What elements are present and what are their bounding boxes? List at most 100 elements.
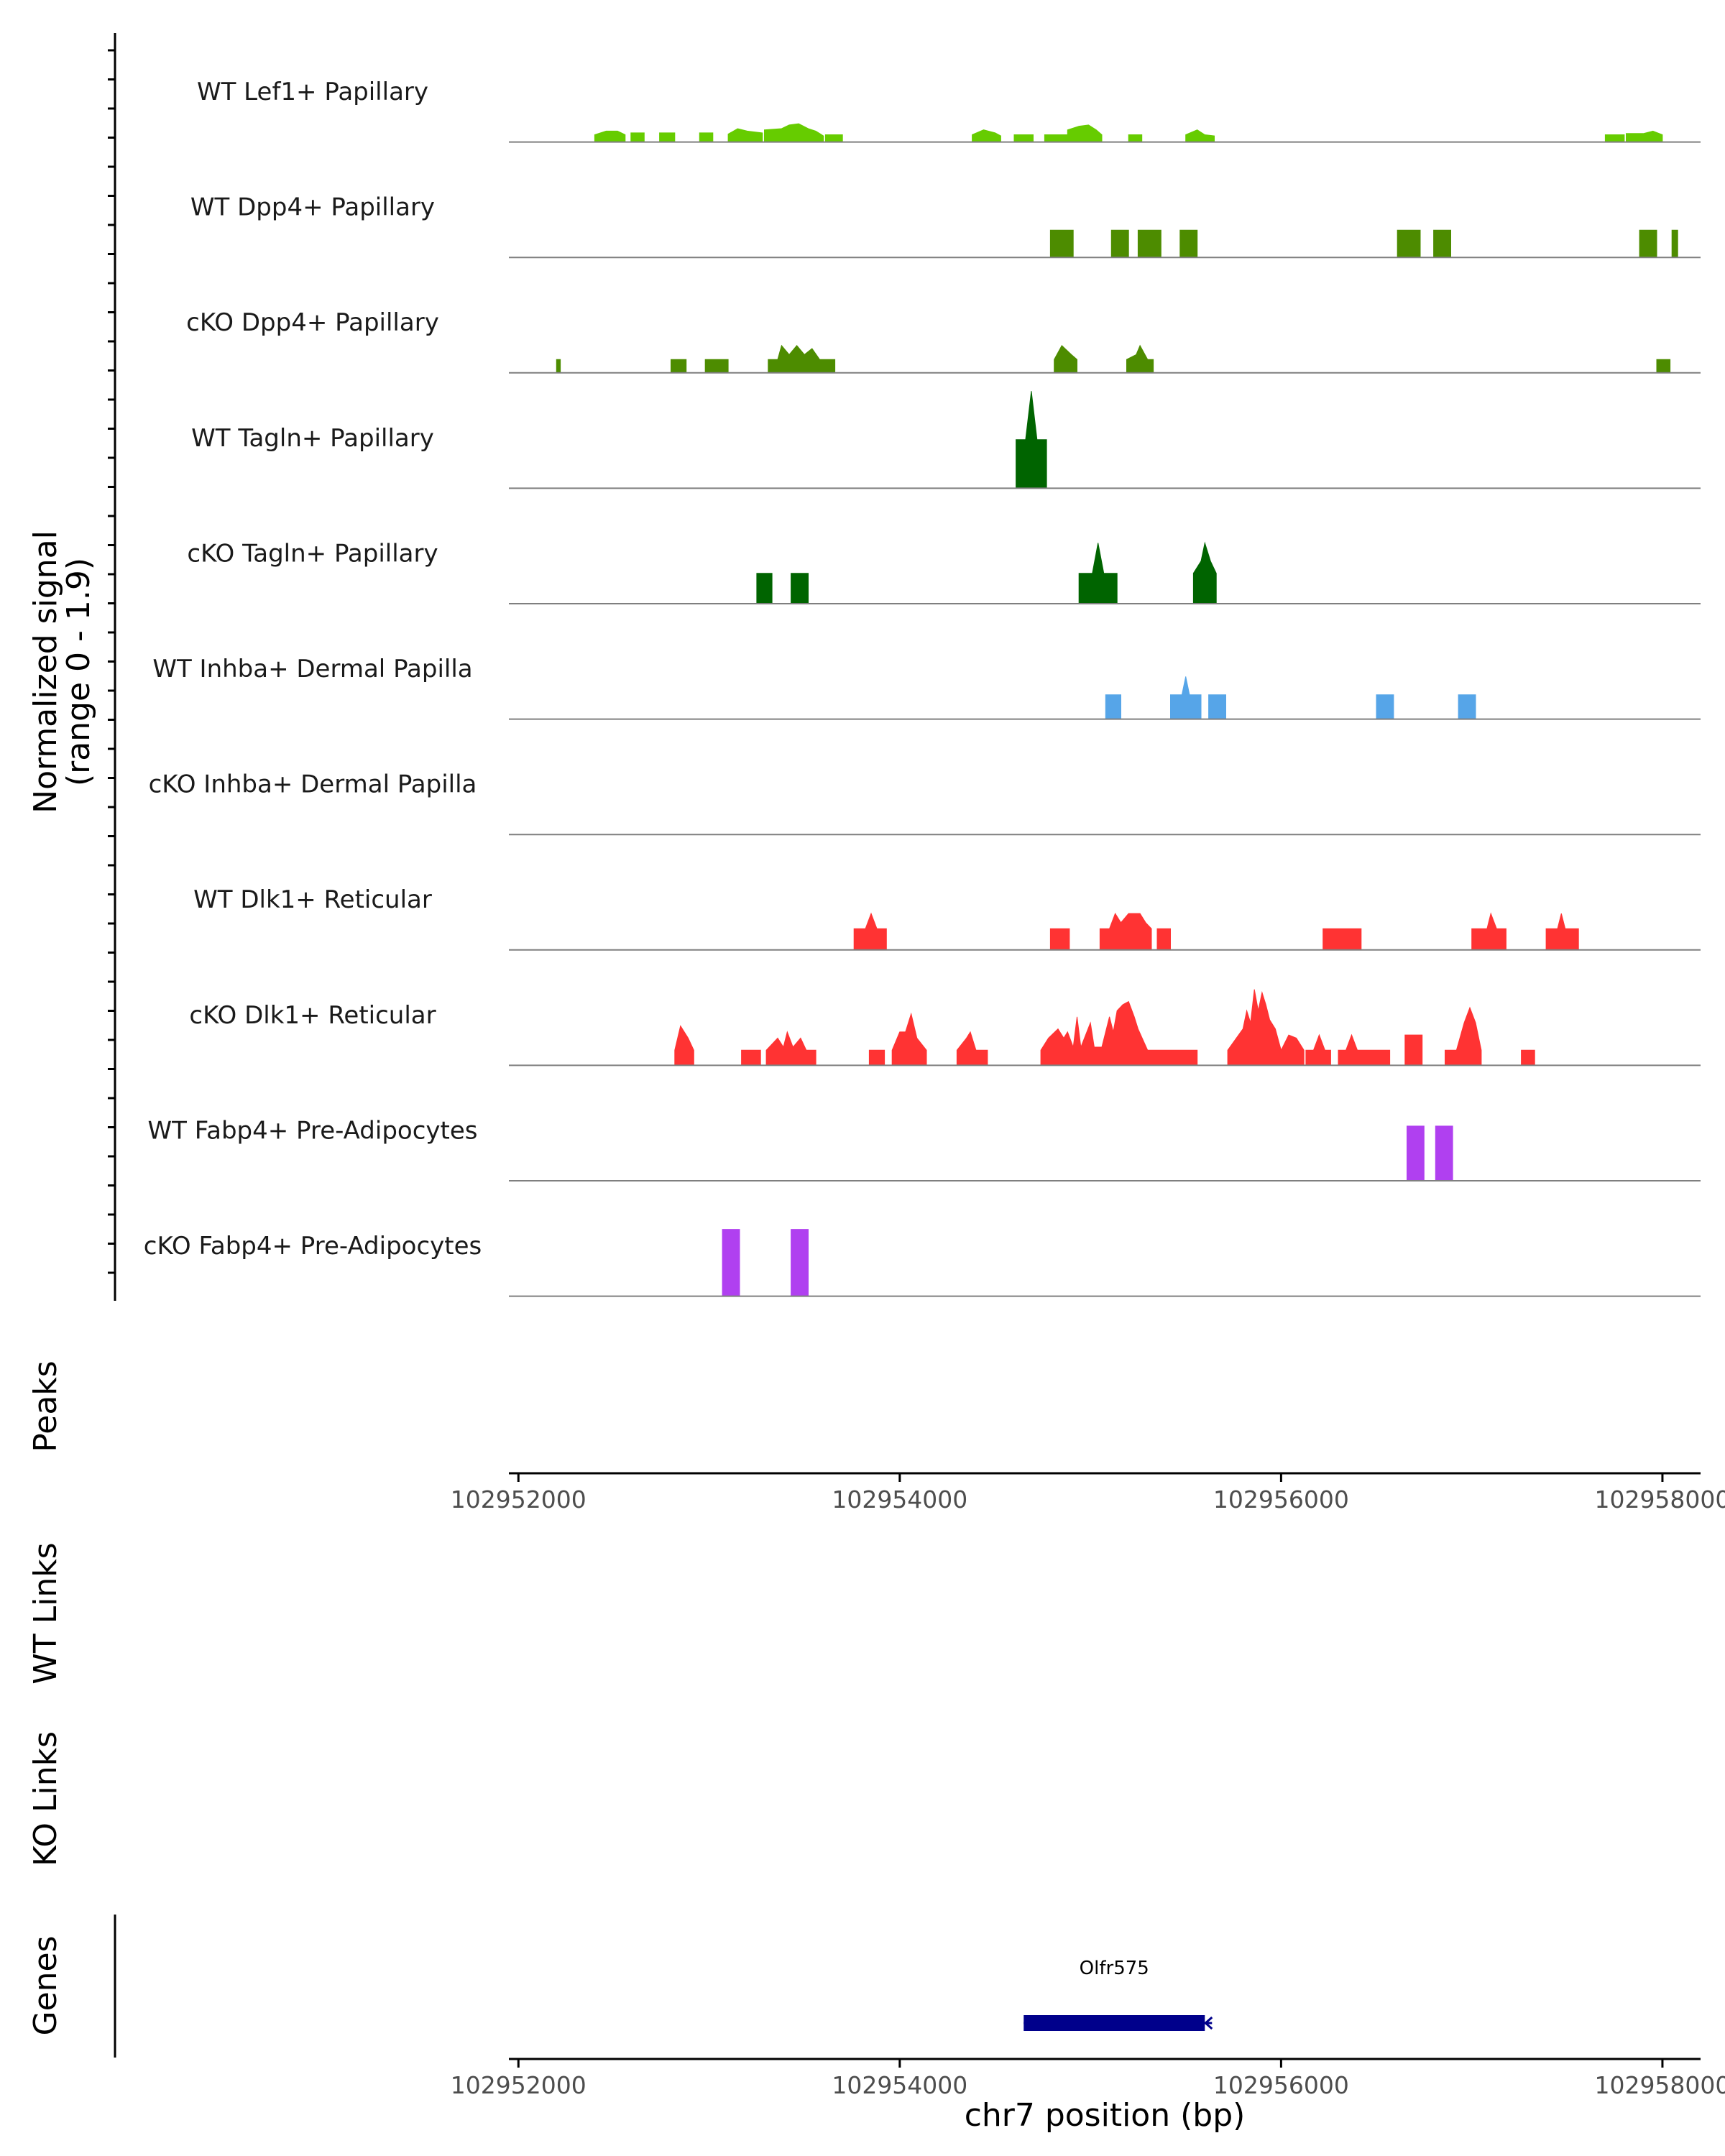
signal-peak	[1110, 229, 1129, 258]
signal-peak	[1433, 229, 1451, 258]
signal-peak	[699, 132, 714, 143]
signal-peak	[1016, 391, 1047, 489]
x-tick-label: 102956000	[1213, 1485, 1349, 1514]
signal-peak	[956, 1031, 988, 1066]
gene-label: Olfr575	[1080, 1958, 1149, 1979]
signal-peak	[791, 573, 809, 604]
x-tick-label: 102954000	[832, 2071, 967, 2099]
wt-links-panel-label: WT Links	[27, 1542, 64, 1684]
signal-peak	[1192, 541, 1217, 604]
signal-peak	[722, 1229, 740, 1297]
signal-peak	[764, 123, 824, 143]
signal-peak	[1404, 1034, 1423, 1066]
track-label: WT Lef1+ Papillary	[197, 78, 428, 106]
signal-peak	[868, 1049, 886, 1066]
signal-peak	[741, 1049, 761, 1066]
signal-peak	[1170, 676, 1202, 720]
x-tick-label: 102958000	[1594, 1485, 1725, 1514]
signal-peak	[1322, 928, 1362, 951]
x-axis-title: chr7 position (bp)	[965, 2097, 1246, 2134]
x-tick-label: 102956000	[1213, 2071, 1349, 2099]
track-1: WT Lef1+ Papillary	[197, 78, 1701, 143]
track-9: cKO Dlk1+ Reticular	[189, 989, 1701, 1067]
signal-peak	[1049, 928, 1070, 951]
signal-peak	[972, 129, 1001, 143]
signal-peak	[556, 359, 561, 374]
track-label: WT Tagln+ Papillary	[191, 424, 434, 453]
signal-peak	[1054, 344, 1077, 374]
signal-peak	[674, 1025, 694, 1066]
signal-peak	[1435, 1125, 1453, 1181]
signal-peak	[1376, 694, 1394, 720]
signal-y-ticks	[108, 49, 115, 1274]
track-6: WT Inhba+ Dermal Papilla	[152, 655, 1701, 720]
signal-peak	[1179, 229, 1198, 258]
signal-peak	[791, 1229, 809, 1297]
track-label: cKO Inhba+ Dermal Papilla	[149, 770, 477, 799]
signal-peak	[1227, 989, 1305, 1066]
peaks-x-ticks: 102952000 102954000 102956000 102958000	[451, 1473, 1725, 1514]
signal-peak	[1208, 694, 1226, 720]
signal-peak	[727, 128, 763, 143]
x-tick-label: 102952000	[451, 1485, 586, 1514]
signal-peak	[1458, 694, 1476, 720]
signal-peak	[1471, 912, 1506, 951]
signal-peak	[765, 1031, 816, 1066]
track-8: WT Dlk1+ Reticular	[193, 885, 1701, 951]
track-label: cKO Dlk1+ Reticular	[189, 1001, 436, 1030]
track-label: WT Inhba+ Dermal Papilla	[152, 655, 472, 683]
signal-peak	[891, 1012, 927, 1066]
genes-panel-label: Genes	[27, 1935, 64, 2035]
signal-peak	[1445, 1006, 1482, 1066]
signal-peak	[1639, 229, 1657, 258]
track-label: WT Dpp4+ Papillary	[190, 193, 435, 222]
signal-peak	[853, 912, 887, 951]
signal-y-axis-title: Normalized signal	[27, 530, 64, 814]
peaks-panel-label: Peaks	[27, 1360, 64, 1452]
signal-peak	[1044, 134, 1068, 143]
strand-arrow-icon	[1204, 2016, 1213, 2030]
track-10: WT Fabp4+ Pre-Adipocytes	[148, 1116, 1701, 1181]
signal-peak	[1105, 694, 1121, 720]
signal-peak	[659, 132, 676, 143]
x-tick-label: 102958000	[1594, 2071, 1725, 2099]
signal-peak	[1626, 130, 1663, 143]
track-label: cKO Tagln+ Papillary	[187, 539, 438, 568]
track-label: WT Fabp4+ Pre-Adipocytes	[148, 1116, 478, 1145]
signal-y-axis-range: (range 0 - 1.9)	[60, 558, 97, 786]
track-4: WT Tagln+ Papillary	[191, 391, 1701, 489]
signal-peak	[1397, 229, 1421, 258]
signal-peak	[1128, 134, 1143, 143]
signal-peak	[1604, 134, 1625, 143]
gene-body	[1024, 2015, 1205, 2031]
track-label: cKO Dpp4+ Papillary	[186, 308, 439, 337]
signal-peak	[1521, 1049, 1535, 1066]
track-label: WT Dlk1+ Reticular	[193, 885, 432, 914]
signal-peak	[1545, 913, 1579, 951]
signal-peak	[1137, 229, 1162, 258]
track-3: cKO Dpp4+ Papillary	[186, 308, 1701, 374]
signal-peak	[1040, 1000, 1198, 1066]
signal-peak	[1305, 1033, 1331, 1066]
track-7: cKO Inhba+ Dermal Papilla	[149, 770, 1701, 836]
signal-peak	[1407, 1125, 1425, 1181]
ko-links-panel-label: KO Links	[27, 1731, 64, 1866]
signal-peak	[768, 344, 836, 374]
signal-peak	[1049, 229, 1074, 258]
signal-peak	[594, 130, 626, 143]
signal-peak	[1099, 912, 1152, 951]
track-5: cKO Tagln+ Papillary	[187, 539, 1701, 604]
genes-x-ticks: 102952000 102954000 102956000 102958000	[451, 2059, 1725, 2099]
gene-annotations: Olfr575	[1024, 1958, 1213, 2031]
signal-peak	[1185, 129, 1215, 143]
track-2: WT Dpp4+ Papillary	[190, 193, 1701, 259]
signal-peak	[1078, 543, 1118, 604]
signal-peak	[756, 573, 773, 604]
signal-peak	[1126, 344, 1154, 374]
track-11: cKO Fabp4+ Pre-Adipocytes	[144, 1229, 1701, 1297]
signal-peak	[630, 132, 645, 143]
signal-peak	[1156, 928, 1171, 951]
signal-peak	[1656, 359, 1671, 374]
x-tick-label: 102954000	[832, 1485, 967, 1514]
